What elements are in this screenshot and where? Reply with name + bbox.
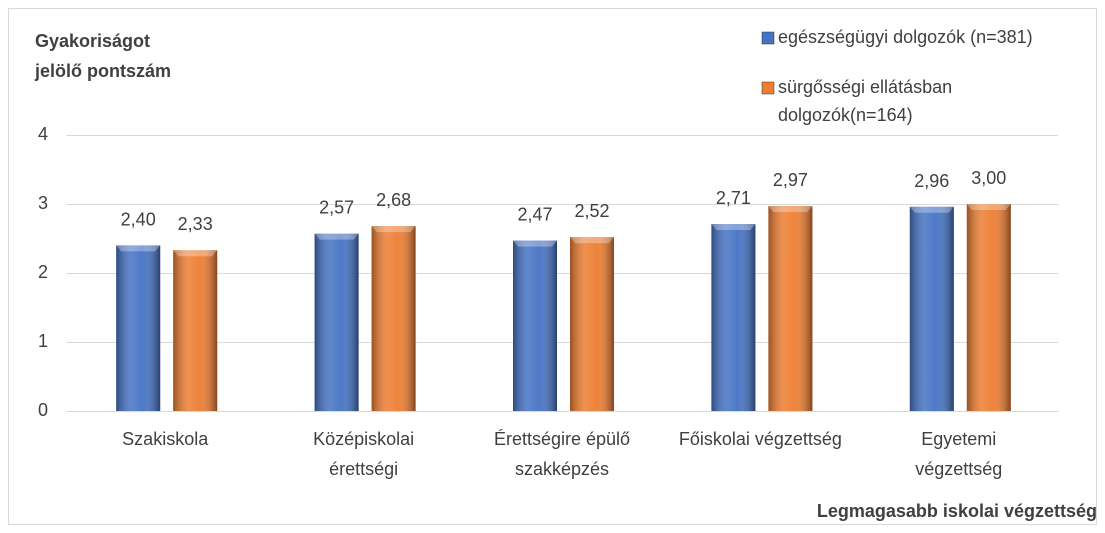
y-tick-label: 3: [38, 193, 48, 213]
bar-shading: [371, 226, 416, 411]
value-label: 2,33: [178, 214, 213, 234]
bar-bevel: [909, 206, 954, 213]
bar-shading: [314, 233, 359, 411]
value-label: 2,97: [773, 170, 808, 190]
bar-bevel: [513, 240, 557, 247]
value-label: 2,47: [517, 204, 552, 224]
value-label: 2,71: [716, 188, 751, 208]
value-label: 2,68: [376, 190, 411, 210]
value-label: 2,96: [914, 171, 949, 191]
x-tick-label: Egyetemi végzettség: [915, 429, 1002, 479]
x-axis-title: Legmagasabb iskolai végzettség: [817, 501, 1097, 521]
legend-label: egészségügyi dolgozók (n=381): [778, 27, 1033, 47]
value-label: 3,00: [971, 168, 1006, 188]
bar-shading: [513, 240, 557, 411]
x-tick-label: Középiskolai érettségi: [313, 429, 414, 479]
bar-shading: [570, 237, 614, 411]
y-tick-label: 0: [38, 400, 48, 420]
value-label: 2,57: [319, 197, 354, 217]
legend-swatch: [761, 31, 775, 45]
bar-bevel: [173, 250, 218, 257]
y-tick-label: 2: [38, 262, 48, 282]
x-tick-label: Érettségire épülő szakképzés: [494, 429, 630, 479]
bar-shading: [966, 204, 1011, 411]
bar-bevel: [371, 226, 416, 233]
y-tick-label: 4: [38, 124, 48, 144]
bar-bevel: [768, 206, 813, 213]
value-label: 2,40: [121, 209, 156, 229]
bar-bevel: [711, 224, 756, 231]
value-label: 2,52: [574, 201, 609, 221]
bar-shading: [909, 206, 954, 411]
x-tick-label: Főiskolai végzettség: [679, 429, 842, 449]
bar-shading: [173, 250, 218, 411]
bar-bevel: [570, 237, 614, 244]
bar-shading: [116, 245, 161, 411]
bar-bevel: [966, 204, 1011, 210]
y-axis-title: Gyakoriságot jelölő pontszám: [34, 31, 171, 81]
bar-bevel: [116, 245, 161, 252]
bar-shading: [711, 224, 756, 411]
y-tick-label: 1: [38, 331, 48, 351]
x-tick-label: Szakiskola: [122, 429, 209, 449]
legend-label: sürgősségi ellátásban dolgozók(n=164): [778, 77, 952, 125]
bar-shading: [768, 206, 813, 411]
bar-bevel: [314, 233, 359, 240]
legend-swatch: [761, 81, 775, 95]
